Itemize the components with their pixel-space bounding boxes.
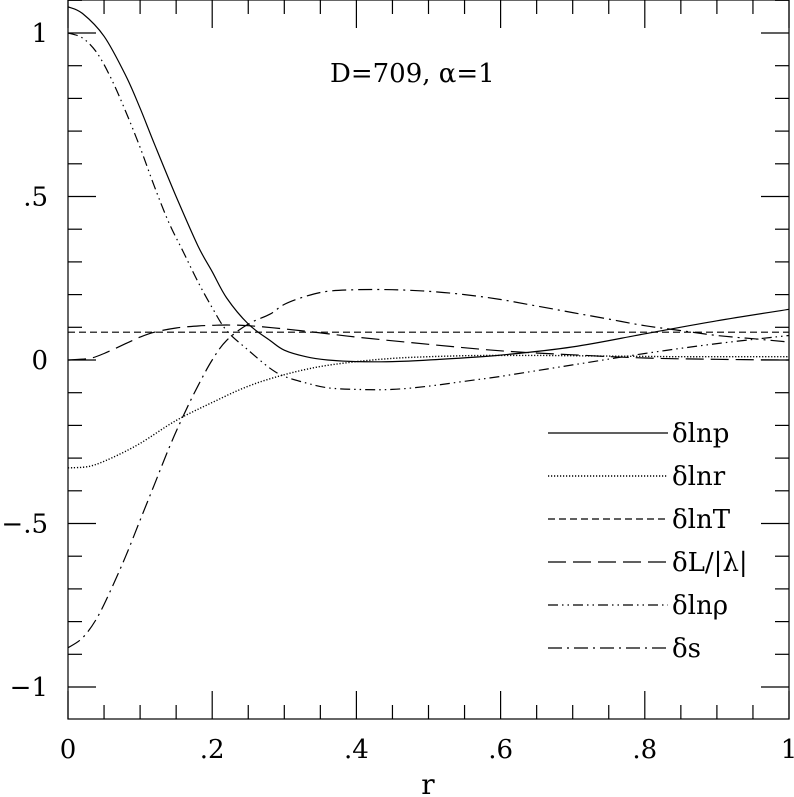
y-tick-label: 1 <box>31 19 48 49</box>
axis-ticks <box>67 0 790 719</box>
legend: δlnp δlnr δlnT δL/|λ| δlnρ δs <box>548 419 748 664</box>
x-tick-label: .6 <box>488 735 513 765</box>
series-4-line <box>67 32 790 391</box>
y-tick-label: 0 <box>31 346 48 376</box>
axis-tick-labels: 0 .2 .4 .6 .8 1 −1 −.5 0 .5 1 <box>1 19 794 765</box>
series-5-line <box>67 288 790 649</box>
series-1-line <box>67 354 789 469</box>
legend-label: δlnr <box>672 462 726 492</box>
legend-label: δlnT <box>672 505 731 535</box>
legend-label: δlnp <box>672 419 729 449</box>
x-tick-label: 0 <box>60 735 77 765</box>
legend-label: δs <box>672 634 701 664</box>
chart-annotation: D=709, α=1 <box>330 59 495 89</box>
legend-label: δlnρ <box>672 591 728 621</box>
x-tick-label: 1 <box>781 735 794 765</box>
x-axis-title: r <box>421 768 435 797</box>
legend-label: δL/|λ| <box>672 548 748 578</box>
x-tick-label: .8 <box>632 735 657 765</box>
y-tick-label: −.5 <box>1 510 48 540</box>
series-layer <box>67 6 790 649</box>
x-tick-label: .2 <box>200 735 225 765</box>
series-0-line <box>67 6 790 363</box>
y-tick-label: −1 <box>10 673 48 703</box>
y-tick-label: .5 <box>23 183 48 213</box>
x-tick-label: .4 <box>344 735 369 765</box>
